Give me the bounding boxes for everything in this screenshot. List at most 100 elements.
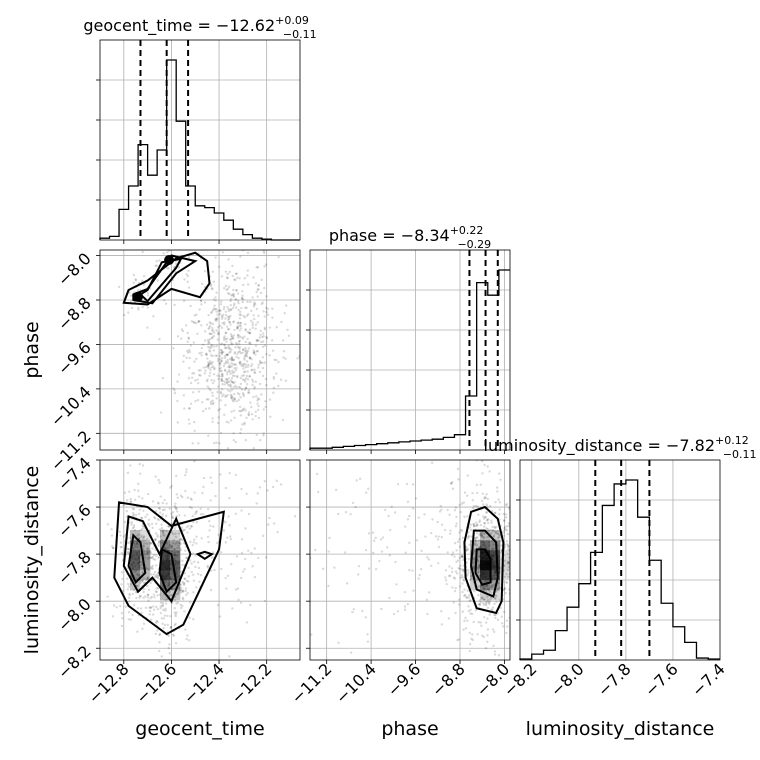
sample-point [367, 532, 371, 535]
sample-point [412, 589, 415, 592]
sample-point [481, 567, 484, 570]
sample-point [251, 368, 254, 371]
sample-point [491, 575, 495, 578]
sample-point [252, 305, 256, 308]
sample-point [218, 354, 222, 358]
sample-point [212, 373, 216, 376]
sample-point [486, 617, 489, 620]
sample-point [238, 339, 242, 343]
sample-point [139, 607, 143, 610]
sample-point [505, 581, 509, 585]
sample-point [157, 502, 160, 505]
sample-point [211, 326, 214, 330]
sample-point [472, 561, 476, 564]
sample-point [506, 545, 510, 548]
sample-point [430, 461, 434, 464]
sample-point [242, 378, 245, 381]
sample-point [228, 346, 231, 350]
sample-point [173, 303, 176, 307]
sample-point [166, 554, 170, 558]
sample-point [239, 255, 242, 258]
sample-point [236, 327, 239, 330]
sample-point [245, 374, 249, 378]
sample-point [198, 580, 201, 584]
sample-point [244, 377, 248, 380]
sample-point [364, 548, 368, 552]
sample-point [244, 409, 247, 412]
sample-point [256, 408, 260, 412]
sample-point [197, 320, 200, 324]
sample-point [175, 592, 178, 596]
sample-point [252, 351, 255, 355]
sample-point [158, 528, 162, 531]
sample-point [236, 587, 240, 590]
density-cell [490, 550, 501, 561]
sample-point [140, 561, 143, 564]
sample-point [119, 604, 122, 608]
sample-point [555, 526, 557, 528]
sample-point [224, 270, 228, 273]
sample-point [158, 259, 161, 262]
sample-point [224, 356, 227, 360]
sample-point [239, 396, 242, 399]
sample-point [263, 599, 267, 603]
sample-point [151, 555, 155, 558]
sample-point [490, 597, 493, 600]
sample-point [456, 639, 459, 642]
sample-point [254, 302, 257, 306]
sample-point [482, 635, 485, 639]
sample-point [492, 552, 496, 555]
sample-point [301, 395, 303, 397]
sample-point [457, 638, 461, 641]
sample-point [221, 321, 224, 325]
sample-point [142, 274, 146, 278]
sample-point [172, 387, 175, 390]
sample-point [502, 519, 506, 522]
sample-point [134, 570, 137, 574]
sample-point [130, 563, 134, 567]
sample-point [163, 299, 166, 302]
panel-geocent_time-luminosity_distance [130, 530, 181, 601]
sample-point [513, 574, 515, 576]
sample-point [472, 590, 476, 593]
sample-point [470, 535, 473, 538]
sample-point [502, 534, 506, 537]
sample-point [223, 305, 226, 309]
density-cell [170, 560, 181, 571]
sample-point [166, 572, 169, 576]
sample-point [128, 594, 131, 597]
sample-point [219, 399, 222, 402]
density-cell [490, 530, 501, 541]
sample-point [223, 344, 226, 347]
sample-point [264, 556, 268, 559]
sample-point [228, 315, 231, 319]
sample-point [125, 509, 129, 513]
sample-point [183, 577, 186, 580]
sample-point [120, 545, 123, 549]
sample-point [466, 619, 469, 623]
sample-point [281, 418, 285, 422]
sample-point [175, 493, 178, 496]
sample-point [485, 493, 488, 496]
sample-point [249, 342, 252, 346]
sample-point [161, 601, 165, 605]
sample-point [505, 502, 508, 506]
sample-point [169, 575, 172, 579]
sample-point [498, 472, 501, 475]
sample-point [199, 299, 203, 302]
sample-point [232, 334, 236, 337]
sample-point [458, 598, 461, 601]
sample-point [141, 579, 144, 582]
sample-point [258, 370, 262, 374]
sample-point [337, 512, 340, 516]
sample-point [142, 547, 145, 550]
sample-point [475, 536, 478, 539]
sample-point [186, 634, 189, 637]
sample-point [217, 309, 220, 312]
sample-point [155, 575, 159, 579]
sample-point [454, 524, 458, 528]
sample-point [146, 596, 150, 599]
sample-point [380, 550, 384, 553]
sample-point [561, 519, 563, 521]
sample-point [204, 353, 208, 356]
